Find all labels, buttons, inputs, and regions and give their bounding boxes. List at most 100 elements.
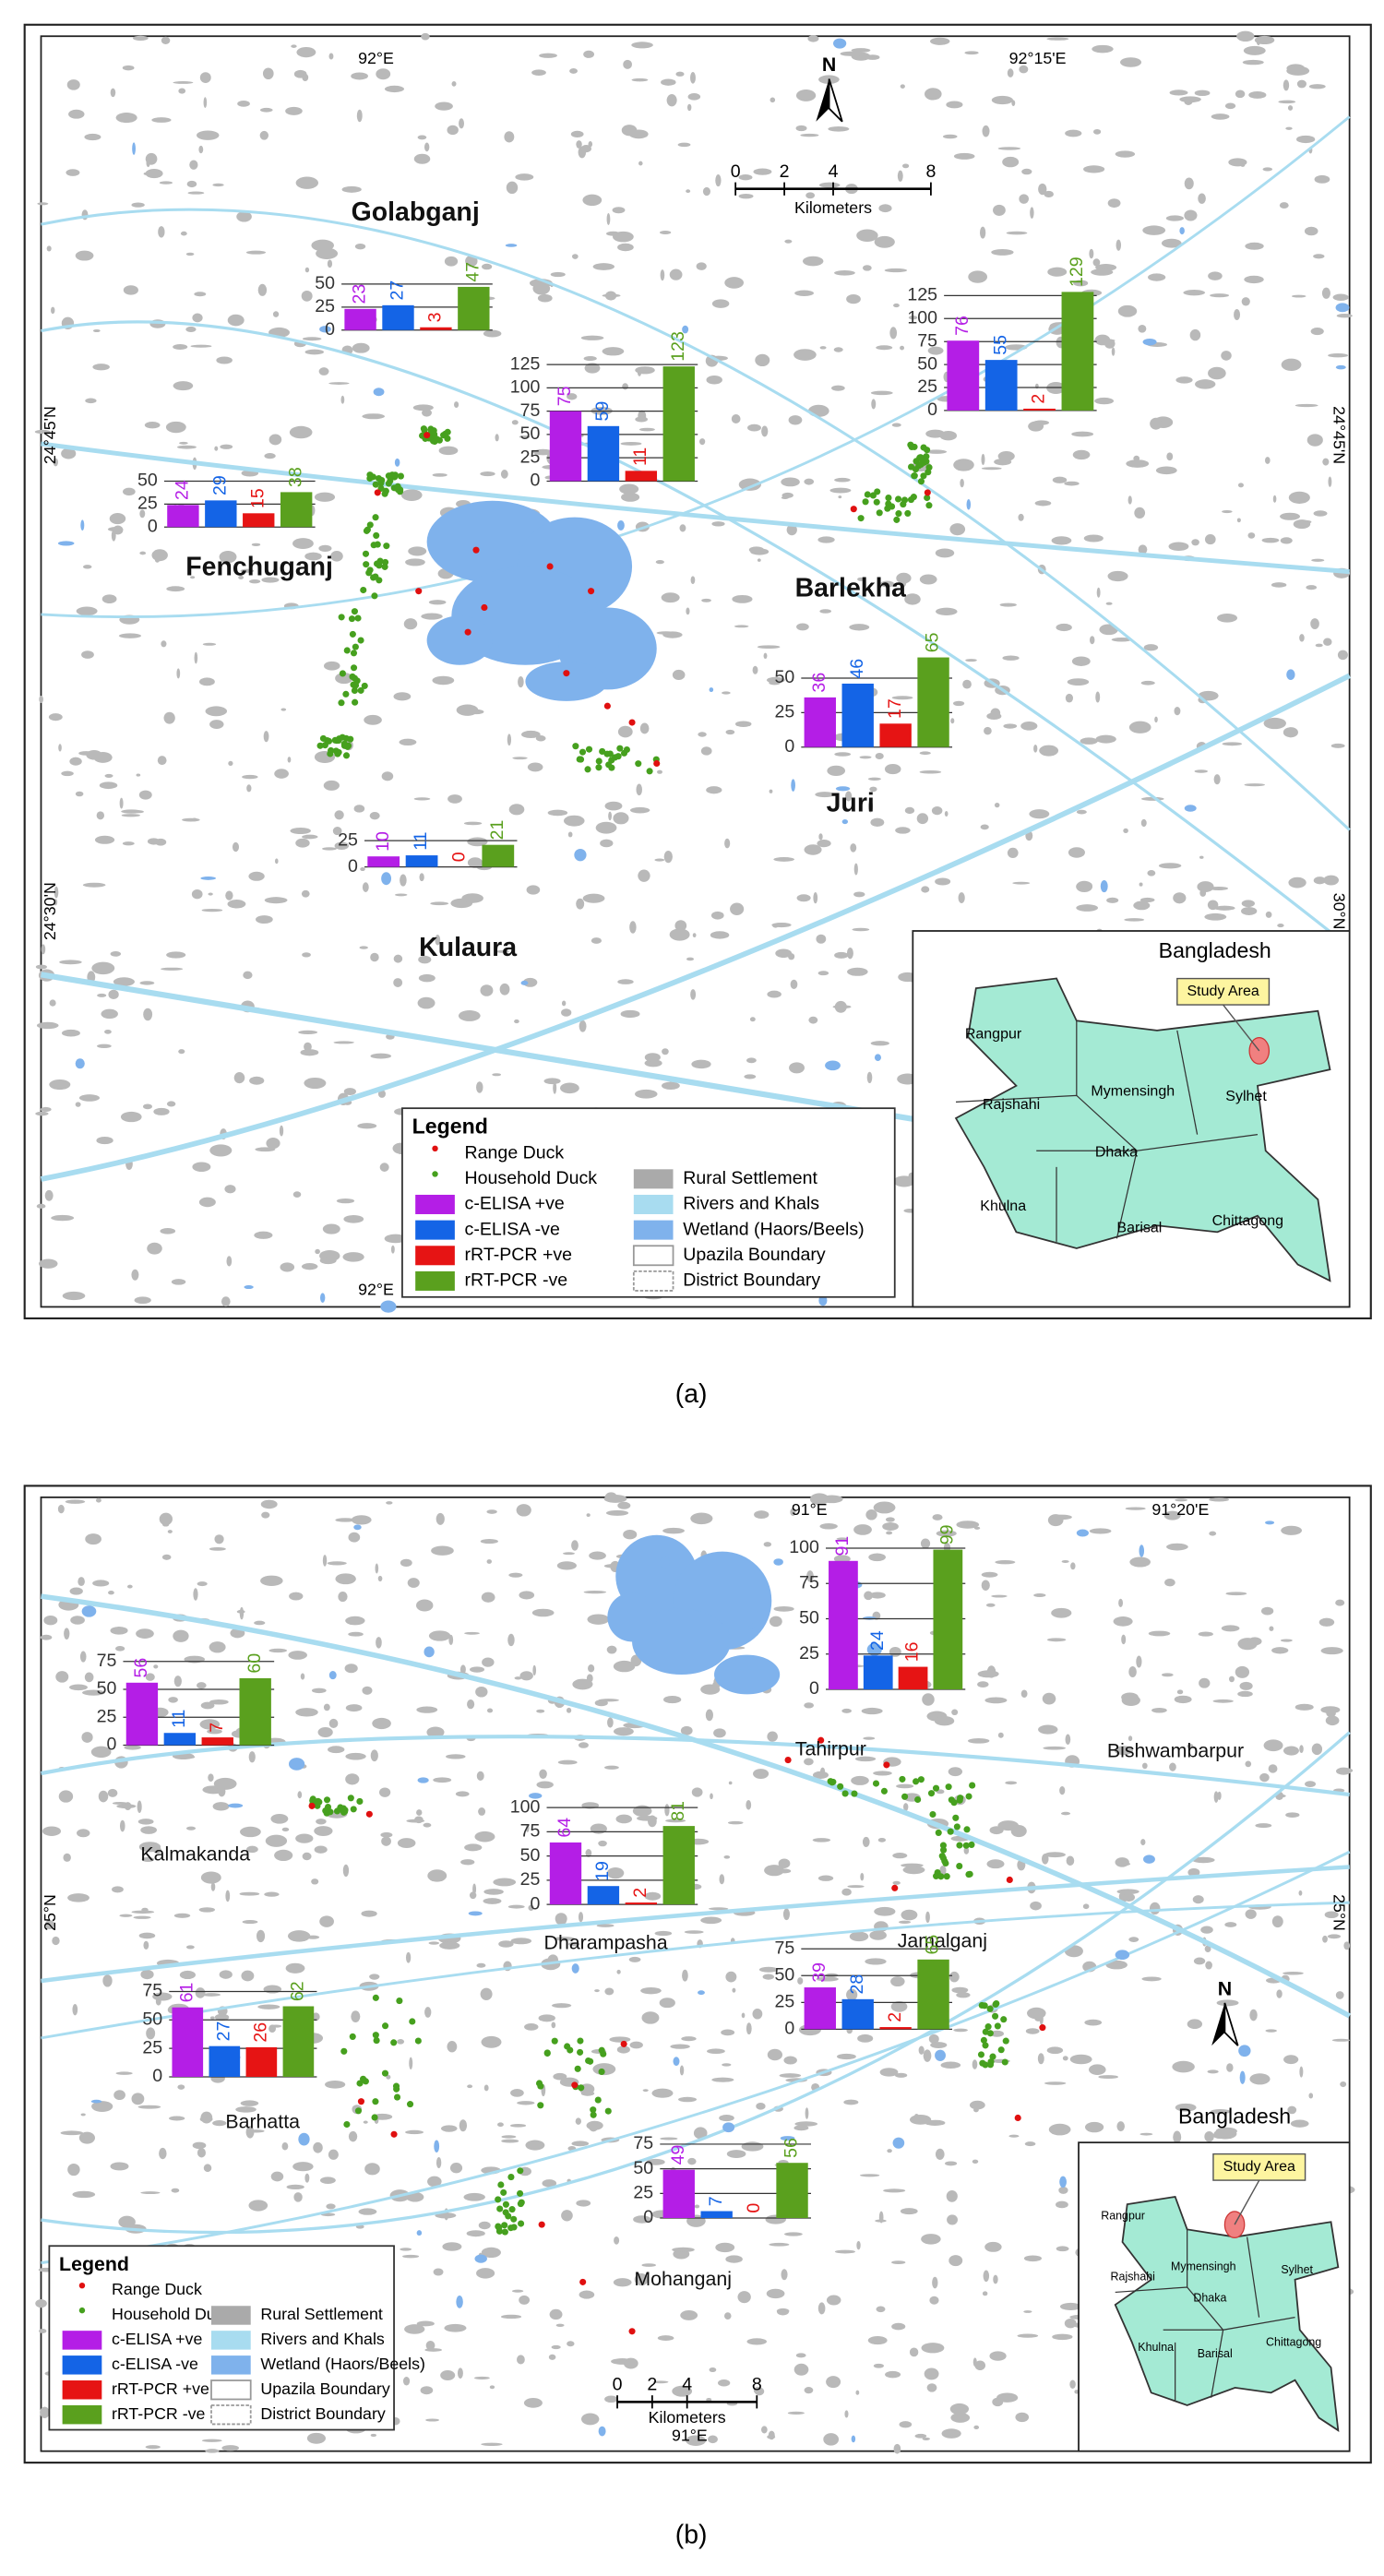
settlement [846, 294, 861, 304]
settlement [783, 2232, 803, 2236]
settlement [984, 2241, 1002, 2252]
settlement [598, 1840, 607, 1847]
settlement [968, 270, 988, 283]
household-duck [387, 477, 394, 484]
settlement [615, 1814, 633, 1824]
household-duck [963, 1826, 971, 1833]
north-arrow [816, 78, 829, 122]
settlement [510, 1938, 532, 1945]
household-duck [348, 615, 356, 623]
settlement [198, 1197, 216, 1208]
wetland [1335, 364, 1346, 370]
settlement [1072, 449, 1091, 460]
settlement [1142, 225, 1166, 235]
household-duck [339, 733, 346, 741]
wetland [1265, 1521, 1275, 1525]
settlement [797, 1977, 804, 1985]
settlement [539, 1769, 547, 1779]
settlement [706, 2398, 712, 2402]
settlement [1189, 328, 1201, 341]
settlement [877, 1837, 887, 1843]
settlement [595, 821, 617, 834]
settlement [834, 752, 852, 757]
wetland [90, 2099, 102, 2104]
settlement [969, 2100, 985, 2110]
settlement [583, 50, 595, 58]
settlement [640, 1986, 662, 1995]
settlement [439, 1941, 460, 1950]
y-tick-label: 100 [789, 1537, 819, 1557]
settlement [442, 2242, 462, 2251]
settlement [1138, 544, 1148, 555]
settlement [724, 838, 731, 849]
settlement [435, 101, 453, 111]
household-duck [333, 1807, 341, 1815]
settlement [613, 1660, 636, 1673]
settlement [168, 1697, 178, 1703]
settlement [362, 882, 369, 892]
settlement [99, 781, 118, 790]
settlement [527, 762, 543, 772]
settlement [145, 2445, 161, 2450]
settlement [515, 173, 534, 181]
settlement [854, 1756, 877, 1762]
wetland [673, 2057, 680, 2067]
settlement [1200, 1926, 1213, 1934]
value-label: 56 [781, 2138, 802, 2158]
division-label: Khulna [1138, 2341, 1174, 2354]
settlement [812, 1838, 831, 1843]
settlement [776, 2308, 790, 2314]
settlement [165, 421, 186, 434]
settlement [1090, 636, 1095, 645]
legend-swatch [632, 1245, 674, 1267]
settlement [1069, 2379, 1076, 2390]
settlement [568, 1941, 580, 1947]
settlement [328, 1746, 345, 1754]
settlement [192, 2141, 207, 2150]
household-duck [904, 509, 912, 517]
settlement [1114, 1746, 1134, 1756]
settlement [412, 404, 434, 411]
settlement [730, 902, 745, 915]
settlement [1278, 100, 1296, 104]
settlement [393, 692, 412, 701]
settlement [767, 990, 781, 998]
settlement [317, 1726, 333, 1738]
settlement [773, 1605, 794, 1612]
value-label: 16 [902, 1641, 923, 1662]
value-label: 7 [706, 2196, 726, 2206]
y-tick-label: 75 [97, 1651, 117, 1671]
settlement [424, 2007, 432, 2018]
settlement [805, 2107, 809, 2119]
settlement [304, 349, 324, 355]
household-duck [968, 1841, 975, 1848]
household-duck [543, 2049, 551, 2057]
settlement [240, 568, 255, 573]
settlement [205, 706, 228, 717]
settlement [613, 2278, 632, 2287]
settlement [922, 1693, 935, 1706]
value-label: 28 [847, 1974, 867, 1995]
y-tick-label: 0 [148, 516, 158, 536]
settlement [1173, 892, 1187, 904]
scale-tick-label: 2 [780, 161, 790, 182]
bar [205, 500, 237, 528]
settlement [567, 831, 573, 838]
settlement [152, 1846, 161, 1854]
settlement [641, 2263, 656, 2267]
settlement [205, 2449, 220, 2453]
wetland [57, 541, 75, 546]
settlement [492, 1073, 502, 1077]
settlement [302, 834, 318, 840]
wetland [841, 818, 849, 825]
household-duck [374, 541, 381, 548]
legend-swatch [415, 1220, 455, 1240]
settlement [201, 2439, 222, 2442]
household-duck [913, 1778, 920, 1785]
settlement [478, 2221, 491, 2230]
settlement [376, 1637, 382, 1649]
settlement [662, 1527, 685, 1534]
y-tick-label: 75 [633, 2133, 653, 2153]
settlement [1263, 717, 1286, 730]
settlement [904, 806, 915, 815]
